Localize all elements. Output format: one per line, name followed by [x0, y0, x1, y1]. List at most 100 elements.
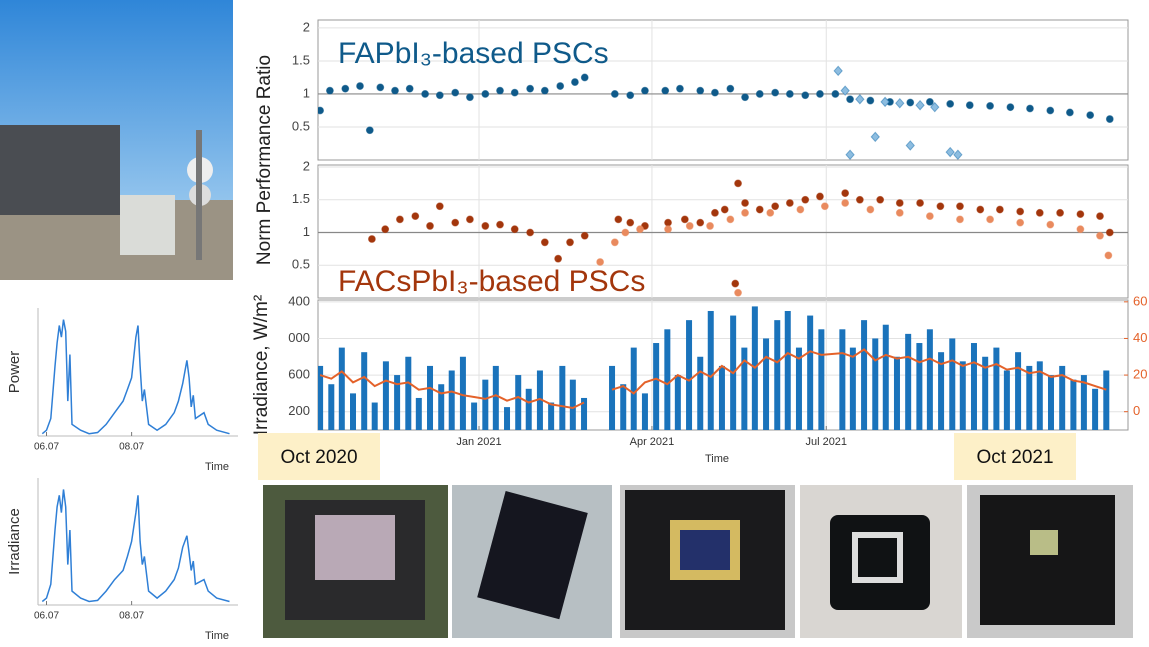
bar — [559, 365, 566, 430]
point — [841, 189, 850, 198]
point — [816, 90, 824, 98]
bar — [438, 384, 445, 430]
y-tick-label: 2 — [303, 19, 310, 34]
point — [1105, 115, 1114, 123]
marks — [41, 319, 230, 435]
point — [820, 202, 829, 211]
annotation-box — [954, 433, 1076, 480]
y-tick-label: 0.5 — [292, 257, 310, 272]
point — [1026, 104, 1034, 113]
point — [895, 199, 904, 207]
point — [880, 96, 890, 108]
point — [930, 101, 940, 113]
point — [976, 205, 985, 214]
bar — [569, 379, 576, 430]
point — [801, 91, 810, 100]
point — [936, 202, 945, 211]
chart-title: FAPbI₃-based PSCs — [338, 37, 609, 70]
point — [396, 215, 404, 224]
bar — [459, 356, 466, 430]
point — [411, 212, 420, 221]
point — [661, 86, 670, 95]
bar — [371, 402, 378, 430]
bar — [405, 356, 412, 430]
point — [391, 86, 399, 95]
annotation-box — [258, 433, 380, 480]
bar — [949, 338, 956, 430]
point — [956, 202, 964, 211]
bar — [427, 365, 434, 430]
bar — [1070, 379, 1077, 430]
marks — [318, 306, 1110, 430]
point — [481, 222, 490, 230]
point — [833, 65, 843, 77]
point — [554, 254, 563, 263]
y-tick-label: 1 — [303, 224, 310, 239]
point — [726, 84, 735, 93]
point — [636, 225, 644, 234]
point — [596, 258, 605, 266]
point — [1065, 108, 1074, 117]
point — [741, 199, 749, 207]
point — [986, 215, 994, 224]
point — [466, 215, 474, 224]
point — [696, 86, 705, 95]
point — [796, 205, 805, 214]
y2-tick-label: 60 — [1133, 293, 1147, 308]
point — [995, 205, 1004, 214]
point — [510, 225, 519, 234]
marks — [41, 489, 230, 603]
bar — [525, 388, 532, 430]
bar — [882, 324, 889, 430]
point — [626, 91, 635, 100]
point — [318, 106, 324, 115]
bar — [1103, 370, 1110, 430]
bar — [849, 347, 856, 430]
bar — [1026, 365, 1033, 430]
point — [1035, 208, 1044, 217]
point — [526, 84, 535, 93]
y-axis-label: Irradiance — [6, 508, 23, 575]
bar — [653, 343, 660, 430]
bar — [548, 402, 555, 430]
point — [426, 222, 434, 230]
point — [1076, 210, 1085, 219]
y-tick-label: 1.5 — [292, 191, 310, 206]
point — [368, 235, 376, 243]
bar — [471, 402, 478, 430]
bar — [839, 329, 846, 430]
annotation: Oct 2021 — [976, 447, 1053, 468]
point — [1016, 207, 1025, 216]
bar — [707, 310, 714, 430]
point — [435, 91, 444, 100]
bar — [492, 365, 499, 430]
point — [801, 195, 810, 204]
point — [610, 238, 619, 247]
point — [906, 98, 915, 107]
bar — [1047, 375, 1054, 430]
device-photos — [263, 485, 1133, 638]
point — [610, 90, 619, 98]
bar — [394, 375, 401, 430]
bar — [970, 343, 977, 430]
point — [580, 73, 589, 82]
point — [846, 95, 854, 104]
chart-title: FACsPbI₃-based PSCs — [338, 265, 645, 298]
bar — [993, 347, 1000, 430]
point — [421, 90, 430, 98]
point — [731, 279, 740, 288]
bar — [807, 315, 814, 430]
bar — [448, 370, 455, 430]
point — [741, 208, 749, 217]
point — [986, 101, 994, 110]
point — [771, 202, 780, 211]
point — [741, 93, 749, 102]
point — [526, 228, 535, 237]
point — [496, 86, 504, 95]
bar — [1015, 352, 1022, 430]
bar — [318, 365, 324, 430]
point — [580, 231, 589, 240]
point — [771, 88, 780, 97]
bar — [1059, 365, 1066, 430]
